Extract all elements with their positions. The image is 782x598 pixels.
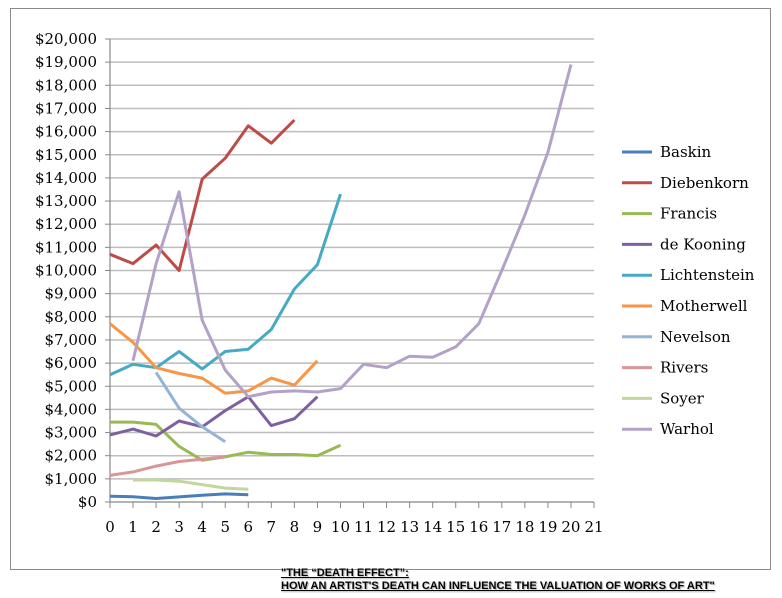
- y-tick-label: $0: [78, 493, 97, 511]
- x-tick-label: 4: [197, 518, 207, 536]
- x-tick-label: 2: [151, 518, 161, 536]
- legend-label: Baskin: [660, 143, 712, 161]
- x-tick-label: 12: [377, 518, 396, 536]
- y-tick-label: $1,000: [45, 470, 98, 488]
- y-tick-label: $18,000: [35, 76, 97, 94]
- x-tick-label: 7: [267, 518, 277, 536]
- series-line-de-kooning: [109, 395, 319, 438]
- series-line-soyer: [133, 478, 249, 491]
- y-tick-label: $15,000: [35, 146, 97, 164]
- series-line-diebenkorn: [109, 118, 296, 272]
- legend-label: de Kooning: [660, 235, 746, 253]
- y-tick-label: $19,000: [35, 53, 97, 71]
- legend-label: Motherwell: [660, 297, 748, 315]
- x-tick-label: 15: [446, 518, 465, 536]
- x-tick-label: 1: [128, 518, 138, 536]
- x-tick-label: 13: [400, 518, 419, 536]
- x-tick-label: 20: [561, 518, 580, 536]
- series-line-nevelson: [154, 371, 227, 444]
- y-tick-label: $17,000: [35, 99, 97, 117]
- y-tick-label: $3,000: [45, 424, 98, 442]
- series-line-lichtenstein: [109, 193, 342, 377]
- series-line-baskin: [109, 492, 249, 500]
- y-tick-label: $14,000: [35, 169, 97, 187]
- y-tick-label: $16,000: [35, 123, 97, 141]
- x-tick-label: 16: [469, 518, 488, 536]
- caption-line-2: HOW AN ARTIST'S DEATH CAN INFLUENCE THE …: [281, 580, 715, 592]
- x-tick-label: 10: [331, 518, 350, 536]
- y-tick-label: $2,000: [45, 447, 98, 465]
- y-tick-label: $13,000: [35, 192, 97, 210]
- legend-label: Diebenkorn: [660, 174, 749, 192]
- y-tick-label: $6,000: [45, 354, 98, 372]
- y-tick-label: $4,000: [45, 400, 98, 418]
- x-tick-label: 0: [105, 518, 115, 536]
- x-tick-label: 18: [515, 518, 534, 536]
- y-tick-label: $7,000: [45, 331, 98, 349]
- x-tick-label: 19: [538, 518, 557, 536]
- y-tick-label: $9,000: [45, 285, 98, 303]
- chart-frame: [10, 8, 771, 570]
- legend-label: Nevelson: [660, 328, 731, 346]
- y-tick-label: $8,000: [45, 308, 98, 326]
- x-tick-label: 21: [584, 518, 603, 536]
- series-line-rivers: [109, 455, 226, 477]
- legend-label: Soyer: [660, 389, 705, 407]
- x-tick-label: 14: [423, 518, 442, 536]
- legend-label: Warhol: [660, 420, 714, 438]
- series-line-motherwell: [109, 322, 319, 395]
- x-tick-label: 3: [174, 518, 184, 536]
- chart-caption: "THE “DEATH EFFECT”: HOW AN ARTIST'S DEA…: [281, 567, 715, 593]
- legend-label: Francis: [660, 205, 717, 223]
- x-tick-label: 9: [313, 518, 323, 536]
- x-tick-label: 6: [244, 518, 254, 536]
- y-tick-label: $11,000: [35, 238, 97, 256]
- legend-label: Lichtenstein: [660, 266, 755, 284]
- caption-line-1: "THE “DEATH EFFECT”:: [281, 567, 409, 579]
- y-tick-label: $5,000: [45, 377, 98, 395]
- x-tick-label: 5: [220, 518, 230, 536]
- series-line-warhol: [131, 64, 573, 399]
- y-tick-label: $12,000: [35, 215, 97, 233]
- y-tick-label: $20,000: [35, 30, 97, 48]
- x-tick-label: 8: [290, 518, 300, 536]
- legend-label: Rivers: [660, 359, 708, 377]
- x-tick-label: 17: [492, 518, 511, 536]
- y-tick-label: $10,000: [35, 262, 97, 280]
- x-tick-label: 11: [354, 518, 373, 536]
